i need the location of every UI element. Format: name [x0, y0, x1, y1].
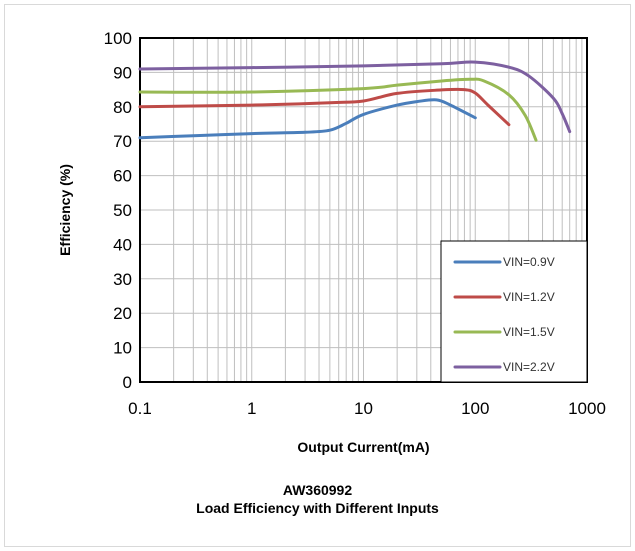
plot-border — [139, 37, 588, 383]
x-tick-label: 1000 — [568, 399, 606, 418]
legend-label: VIN=1.5V — [503, 325, 555, 339]
x-axis-title: Output Current(mA) — [297, 439, 429, 455]
legend-label: VIN=1.2V — [503, 290, 555, 304]
legend-box — [440, 240, 588, 383]
legend-label: VIN=2.2V — [503, 360, 555, 374]
y-tick-label: 100 — [104, 29, 132, 48]
y-tick-label: 80 — [113, 98, 132, 117]
y-tick-label: 30 — [113, 270, 132, 289]
series-line-1 — [138, 98, 477, 140]
x-tick-label: 1 — [247, 399, 256, 418]
y-tick-label: 0 — [123, 373, 132, 392]
y-tick-label: 20 — [113, 304, 132, 323]
chart-caption-model: AW360992 — [282, 482, 353, 498]
series-line-4 — [138, 60, 572, 134]
y-tick-label: 10 — [113, 339, 132, 358]
chart-caption-title: Load Efficiency with Different Inputs — [196, 500, 439, 516]
y-tick-label: 60 — [113, 167, 132, 186]
legend-label: VIN=0.9V — [503, 255, 555, 269]
series-line-2 — [138, 87, 511, 127]
x-tick-label: 100 — [461, 399, 489, 418]
series-line-3 — [138, 77, 538, 142]
y-tick-label: 90 — [113, 63, 132, 82]
y-tick-label: 70 — [113, 132, 132, 151]
y-axis-title: Efficiency (%) — [57, 164, 73, 256]
y-tick-label: 40 — [113, 235, 132, 254]
y-tick-label: 50 — [113, 201, 132, 220]
x-tick-label: 10 — [354, 399, 373, 418]
x-tick-label: 0.1 — [128, 399, 152, 418]
